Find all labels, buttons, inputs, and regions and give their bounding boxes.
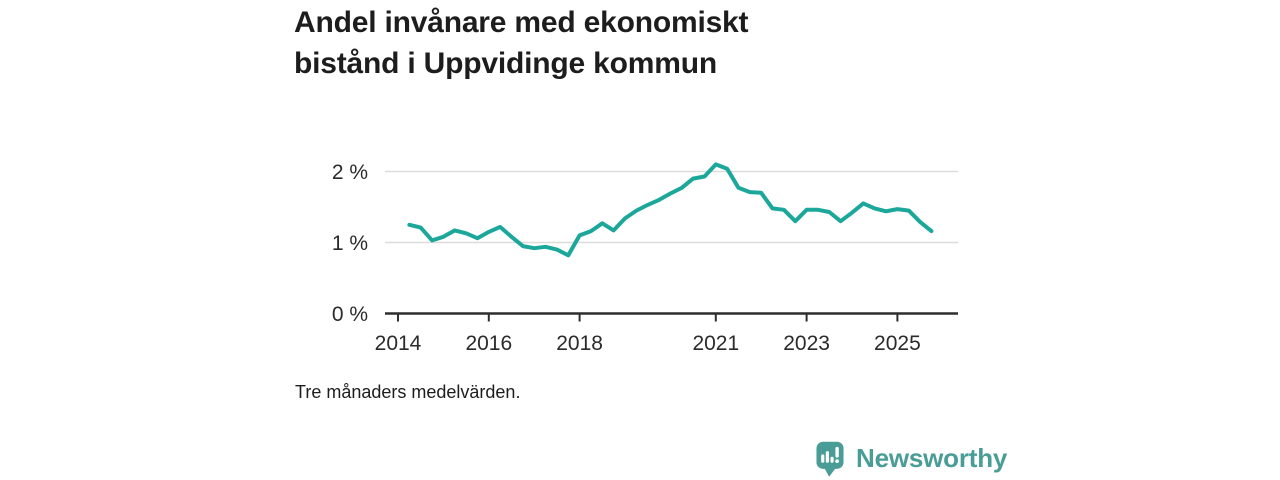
chart-footnote: Tre månaders medelvärden. [295, 382, 521, 402]
x-tick-label: 2023 [783, 332, 830, 355]
newsworthy-logo: Newsworthy [816, 441, 1007, 478]
newsworthy-wordmark: Newsworthy [856, 443, 1008, 473]
chart-title-line2: bistånd i Uppvidinge kommun [294, 47, 717, 80]
y-tick-label: 0 % [332, 303, 368, 326]
line-chart-canvas: 0 % 1 % 2 % 2014 2016 2018 2021 2023 2025 [332, 161, 958, 355]
x-tick-label: 2016 [465, 332, 512, 355]
newsworthy-bubble-chart-icon [816, 441, 844, 477]
x-tick-label: 2018 [556, 332, 603, 355]
y-tick-label: 2 % [332, 161, 368, 184]
line-chart: 0 % 1 % 2 % 2014 2016 2018 2021 2023 2025 [330, 140, 970, 365]
data-series-line [407, 162, 934, 258]
chart-title-line1: Andel invånare med ekonomiskt [294, 6, 749, 39]
x-tick-label: 2014 [375, 332, 422, 355]
x-tick-label: 2021 [692, 332, 739, 355]
chart-title: Andel invånare med ekonomiskt bistånd i … [294, 2, 749, 84]
y-tick-label: 1 % [332, 232, 368, 255]
x-tick-label: 2025 [874, 332, 921, 355]
